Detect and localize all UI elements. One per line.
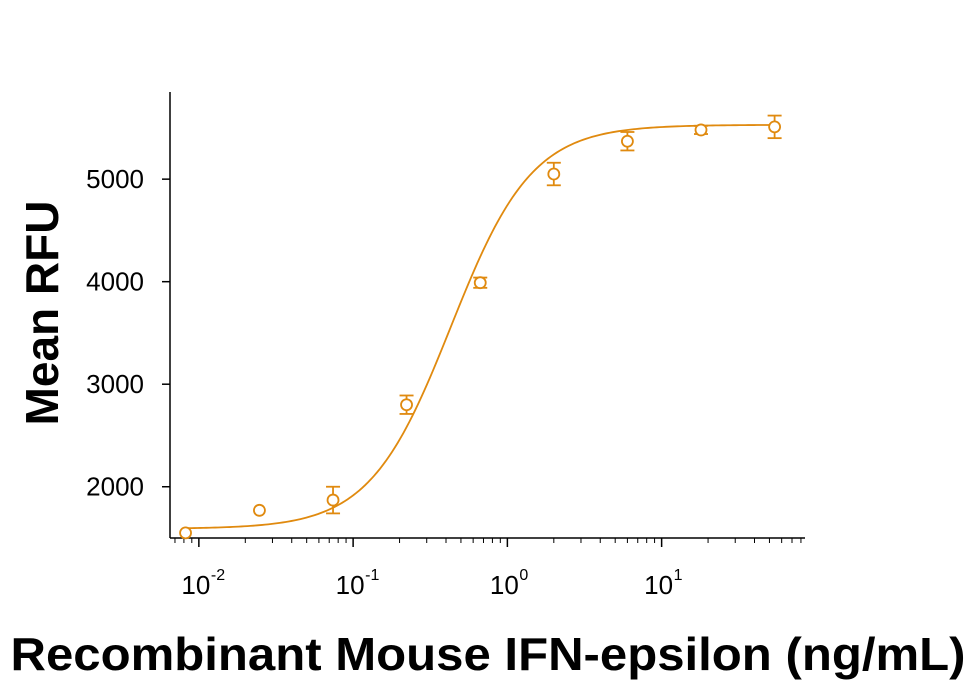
data-points-layer	[179, 114, 782, 540]
x-tick-label: 10	[181, 570, 210, 600]
data-point	[694, 123, 708, 137]
data-point	[326, 493, 340, 507]
y-axis-title: Mean RFU	[16, 201, 68, 426]
data-point-group	[326, 485, 341, 515]
data-point-group	[620, 131, 635, 152]
x-tick-label-exponent: -1	[365, 567, 379, 584]
y-tick-label: 3000	[86, 369, 144, 399]
data-point-group	[399, 394, 414, 415]
data-point	[768, 120, 782, 134]
fit-curve-layer	[185, 124, 775, 530]
data-point	[473, 276, 487, 290]
x-tick-label-exponent: -2	[211, 567, 225, 584]
data-point-group	[546, 161, 561, 187]
data-point-group	[694, 123, 709, 137]
data-point-group	[767, 114, 782, 140]
data-point	[253, 503, 266, 517]
data-point	[547, 167, 561, 181]
y-tick-label: 2000	[86, 472, 144, 502]
data-point-group	[253, 503, 266, 517]
x-tick-label-exponent: 0	[519, 567, 528, 584]
x-tick-label: 10	[644, 570, 673, 600]
data-point	[621, 134, 634, 148]
y-tick-label: 4000	[86, 267, 144, 297]
data-point	[179, 526, 192, 540]
x-tick-label-exponent: 1	[674, 567, 683, 584]
x-axis-title: Recombinant Mouse IFN-epsilon (ng/mL)	[11, 628, 966, 680]
x-tick-label: 10	[490, 570, 519, 600]
x-tick-label: 10	[336, 570, 365, 600]
data-point	[400, 398, 413, 412]
y-tick-label: 5000	[86, 164, 144, 194]
axes	[169, 92, 805, 539]
fit-curve	[185, 124, 775, 530]
data-point-group	[179, 526, 192, 540]
data-point-group	[473, 276, 488, 290]
